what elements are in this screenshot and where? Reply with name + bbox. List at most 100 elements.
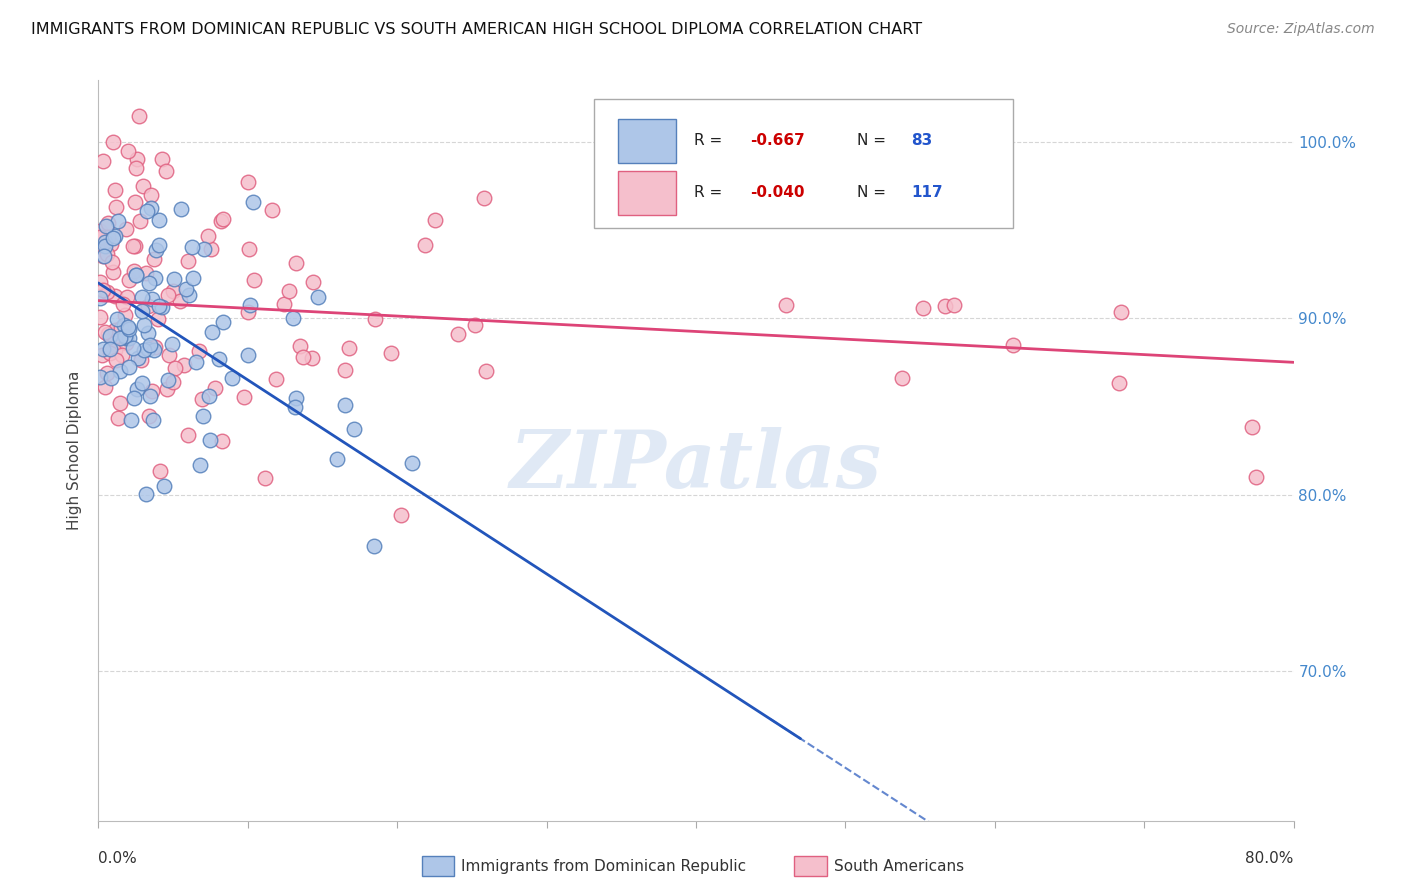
Point	[260, 202, 283, 217]
Point	[100, 370, 122, 384]
Point	[89, 370, 111, 384]
Point	[114, 328, 136, 343]
Point	[89, 291, 111, 305]
Point	[142, 412, 165, 426]
Point	[96, 247, 118, 261]
Point	[208, 351, 231, 366]
Point	[148, 213, 170, 227]
Point	[91, 242, 114, 256]
Point	[145, 244, 167, 258]
Point	[118, 359, 141, 374]
Point	[337, 341, 360, 355]
Point	[163, 271, 186, 285]
Point	[136, 299, 159, 313]
Point	[124, 239, 146, 253]
Point	[131, 376, 153, 390]
Point	[236, 175, 259, 189]
Point	[191, 409, 214, 424]
Point	[912, 301, 935, 315]
Point	[142, 252, 165, 267]
Text: South Americans: South Americans	[834, 859, 965, 873]
Point	[89, 230, 111, 244]
Point	[343, 422, 366, 436]
Point	[238, 305, 260, 319]
Point	[93, 380, 115, 394]
Point	[89, 275, 111, 289]
Point	[148, 299, 170, 313]
Point	[125, 268, 148, 283]
Point	[112, 296, 135, 310]
Point	[115, 221, 138, 235]
Point	[136, 326, 159, 340]
Point	[155, 382, 177, 396]
Point	[333, 398, 356, 412]
Point	[198, 433, 221, 447]
Point	[105, 352, 128, 367]
Point	[236, 347, 259, 361]
Point	[1001, 338, 1024, 352]
Point	[472, 191, 495, 205]
Point	[114, 336, 136, 351]
Point	[110, 320, 132, 334]
Point	[104, 343, 127, 358]
Point	[221, 370, 243, 384]
Point	[104, 326, 127, 341]
Point	[127, 351, 149, 365]
Point	[104, 323, 127, 337]
Point	[139, 201, 162, 215]
Point	[122, 391, 145, 405]
Point	[162, 284, 184, 298]
Point	[141, 384, 163, 398]
Text: R =: R =	[693, 186, 727, 201]
Point	[90, 231, 112, 245]
Point	[156, 287, 179, 301]
Point	[108, 364, 131, 378]
Point	[475, 364, 498, 378]
Point	[143, 340, 166, 354]
Point	[150, 300, 173, 314]
Text: -0.667: -0.667	[749, 134, 804, 148]
Point	[423, 212, 446, 227]
Point	[138, 338, 160, 352]
Point	[91, 348, 114, 362]
Point	[942, 297, 965, 311]
Point	[94, 325, 117, 339]
Point	[110, 331, 132, 345]
Point	[142, 343, 165, 357]
Point	[114, 308, 136, 322]
Point	[302, 275, 325, 289]
Point	[103, 335, 125, 350]
Point	[242, 194, 264, 209]
Point	[284, 391, 307, 405]
Point	[98, 328, 121, 343]
Point	[111, 348, 134, 362]
Point	[146, 312, 169, 326]
Point	[211, 315, 233, 329]
Point	[124, 194, 146, 209]
Point	[112, 318, 135, 332]
Point	[176, 428, 198, 442]
Point	[135, 487, 157, 501]
Point	[1244, 469, 1267, 483]
Point	[447, 326, 470, 341]
Point	[132, 318, 155, 332]
Point	[281, 311, 304, 326]
Point	[291, 350, 314, 364]
Point	[115, 331, 138, 345]
Point	[278, 285, 301, 299]
Point	[91, 249, 114, 263]
Point	[333, 363, 356, 377]
Point	[96, 285, 118, 299]
Point	[103, 230, 125, 244]
Point	[103, 135, 125, 149]
Text: 117: 117	[911, 186, 942, 201]
Point	[173, 358, 195, 372]
Point	[284, 400, 307, 414]
Point	[1108, 376, 1130, 391]
Point	[149, 464, 172, 478]
Point	[118, 331, 141, 345]
Point	[934, 299, 956, 313]
Point	[125, 382, 148, 396]
Point	[181, 270, 204, 285]
Point	[107, 411, 129, 425]
